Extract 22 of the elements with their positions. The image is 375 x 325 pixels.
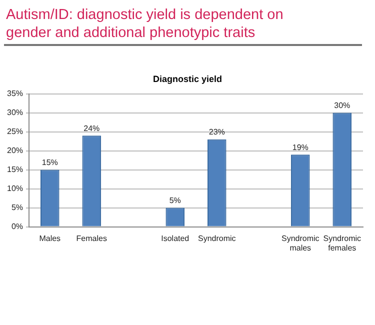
- x-tick-label: Females: [76, 234, 107, 243]
- data-label: 15%: [42, 158, 58, 168]
- data-label: 23%: [208, 128, 225, 137]
- y-tick-label: 35%: [6, 89, 24, 98]
- y-tick-label: 0%: [11, 222, 24, 232]
- y-tick-label: 15%: [6, 165, 24, 174]
- x-tick-label: Syndromic: [198, 234, 236, 243]
- x-tick-label: Syndromic females: [323, 234, 362, 252]
- y-tick-label: 25%: [6, 127, 24, 136]
- data-label: 5%: [169, 196, 181, 206]
- x-tick-label: Males: [39, 234, 61, 243]
- y-tick-label: 10%: [6, 184, 24, 194]
- chart-title: Autism/ID: diagnostic yield is dependent on gender and additional phenotypic traits: [6, 6, 284, 42]
- y-tick-label: 30%: [6, 108, 24, 118]
- x-tick-label: Syndromic males: [281, 234, 320, 252]
- x-tick-label: Isolated: [161, 234, 190, 243]
- y-tick-label: 5%: [11, 203, 24, 212]
- data-label: 30%: [334, 101, 350, 110]
- y-tick-label: 20%: [6, 146, 24, 156]
- chart-subtitle: Diagnostic yield: [152, 74, 224, 84]
- data-label: 19%: [292, 142, 308, 152]
- data-label: 24%: [84, 124, 100, 133]
